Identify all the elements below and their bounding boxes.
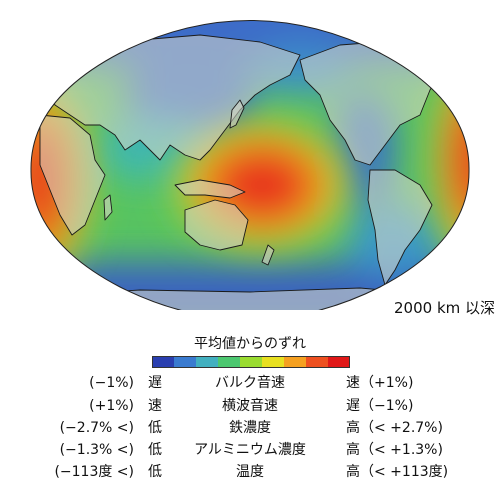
legend-high-label: 高（< +113度) — [346, 464, 449, 480]
legend-low-label: (−2.7% <) 低 — [59, 420, 162, 436]
legend-row-temperature: (−113度 <) 低 温度 高（< +113度) — [0, 461, 500, 481]
colorbar-swatch — [306, 356, 329, 368]
australia-land — [184, 199, 249, 251]
legend-row-shear-wave: (+1%) 速 横波音速 遅（−1%) — [0, 395, 500, 415]
colorbar-swatch — [240, 356, 263, 368]
legend-low-label: (−113度 <) 低 — [54, 464, 162, 480]
legend-quantity-label: 横波音速 — [222, 398, 278, 414]
eurasia-land — [39, 34, 301, 161]
indonesia-land — [174, 179, 246, 199]
legend-quantity-label: 温度 — [236, 464, 264, 480]
depth-label: 2000 km 以深 — [394, 299, 496, 317]
legend-quantity-label: 鉄濃度 — [229, 420, 271, 436]
legend-low-label: (+1%) 速 — [89, 398, 162, 414]
colorbar-swatch — [152, 356, 175, 368]
colorbar-swatch — [328, 356, 350, 368]
legend-high-label: 高（< +1.3%) — [346, 442, 443, 458]
new-zealand-land — [261, 244, 275, 266]
legend-high-label: 遅（−1%) — [346, 398, 414, 414]
legend-title: 平均値からのずれ — [194, 336, 306, 352]
colorbar-swatch — [174, 356, 197, 368]
greenland-land — [419, 39, 456, 73]
legend-quantity-label: バルク音速 — [215, 375, 285, 391]
colorbar-swatch — [284, 356, 307, 368]
world-map — [30, 20, 470, 310]
colorbar-swatch — [196, 356, 219, 368]
legend-row-iron: (−2.7% <) 低 鉄濃度 高（< +2.7%) — [0, 417, 500, 437]
japan-land — [229, 99, 245, 129]
legend-low-label: (−1%) 遅 — [89, 375, 162, 391]
legend-row-aluminum: (−1.3% <) 低 アルミニウム濃度 高（< +1.3%) — [0, 439, 500, 459]
legend-high-label: 高（< +2.7%) — [346, 420, 443, 436]
madagascar-land — [103, 194, 113, 221]
globe-outline — [30, 20, 470, 310]
legend-high-label: 速（+1%) — [346, 375, 414, 391]
africa-land — [39, 114, 106, 236]
south-america-land — [367, 169, 433, 286]
legend-low-label: (−1.3% <) 低 — [59, 442, 162, 458]
legend-row-bulk-sound: (−1%) 遅 バルク音速 速（+1%) — [0, 372, 500, 392]
colorbar-swatch — [218, 356, 241, 368]
colorbar-swatch — [262, 356, 285, 368]
colorbar-border — [152, 356, 350, 368]
legend-quantity-label: アルミニウム濃度 — [194, 442, 306, 458]
colorbar — [152, 356, 350, 368]
